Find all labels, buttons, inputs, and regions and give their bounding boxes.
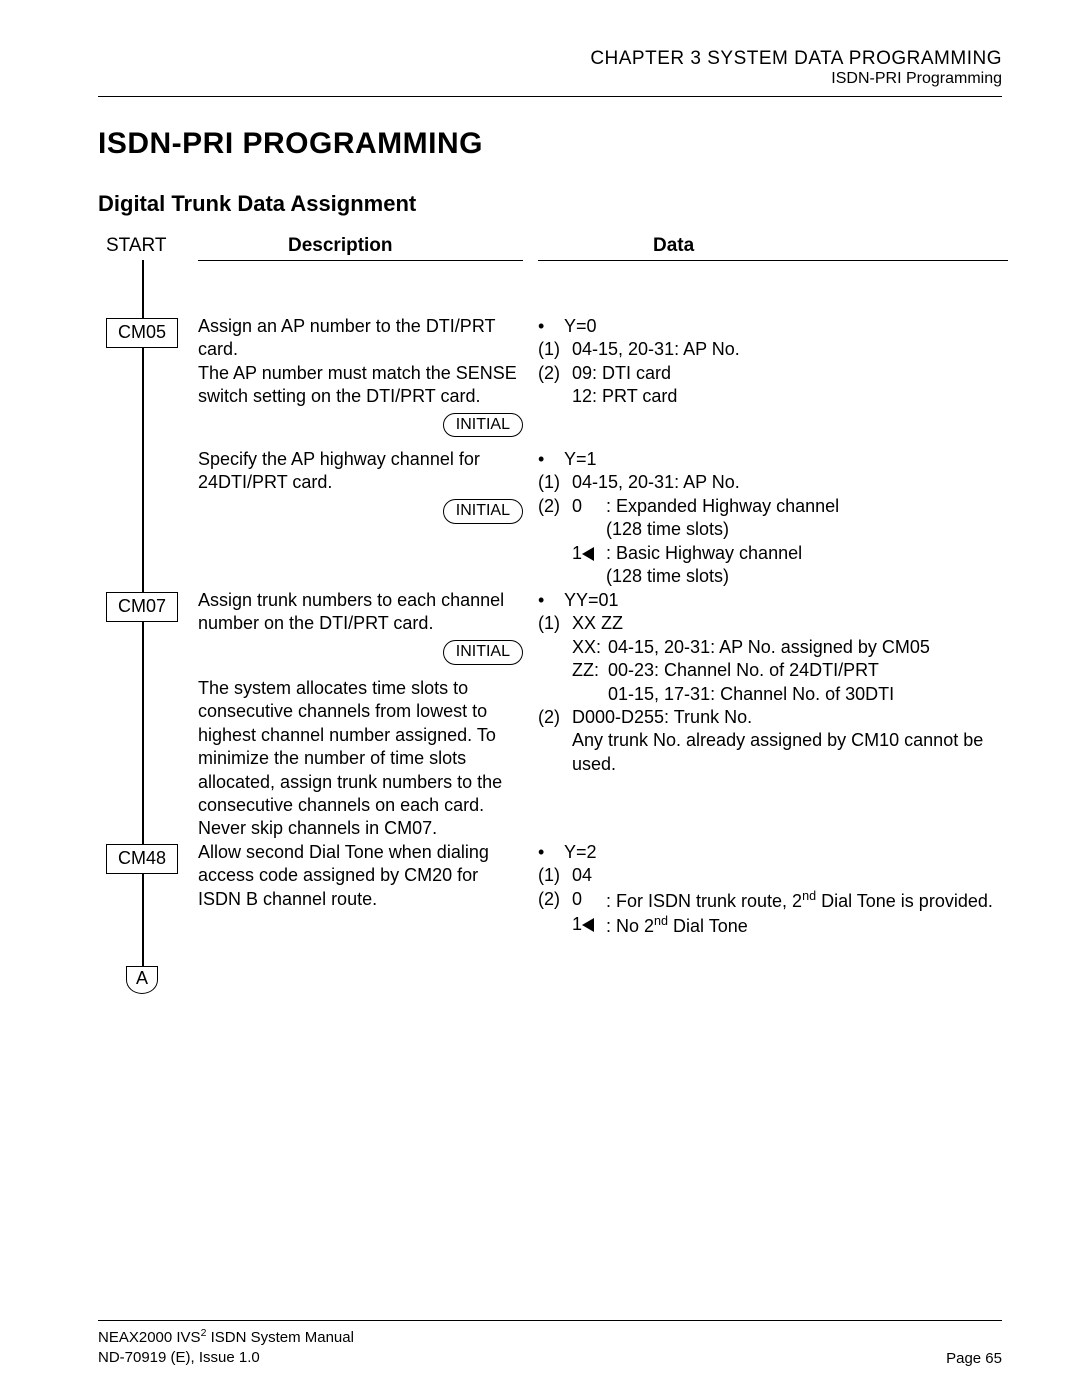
desc-cm05a: Assign an AP number to the DTI/PRT card.… [198,315,523,437]
initial-badge: INITIAL [443,640,523,665]
data-text: Y=0 [564,315,597,338]
flow-box-cm48: CM48 [106,844,178,874]
page-footer: NEAX2000 IVS2 ISDN System Manual ND-7091… [98,1320,1002,1367]
data-cm07: •YY=01 (1) XX ZZ XX:04-15, 20-31: AP No.… [538,589,1008,776]
data-text: (128 time slots) [606,518,1008,541]
list-number: (1) [538,864,572,887]
triangle-left-icon [582,547,594,561]
desc-text: Assign an AP number to the DTI/PRT card. [198,316,495,359]
data-text: YY=01 [564,589,619,612]
data-value: 0 [572,495,606,518]
bullet-icon: • [538,589,564,612]
section-title: Digital Trunk Data Assignment [98,191,1002,217]
header-rule [98,96,1002,97]
column-headers: START Description Data [98,235,1002,265]
flow-box-cm07: CM07 [106,592,178,622]
data-text: 01-15, 17-31: Channel No. of 30DTI [608,683,894,706]
desc-cm07a: Assign trunk numbers to each channel num… [198,589,523,665]
list-number: (2) [538,888,572,939]
data-header: Data [653,235,694,257]
data-text: : No 2nd Dial Tone [606,913,1008,938]
default-marker: 1 [572,542,606,565]
desc-cm07b: The system allocates time slots to conse… [198,677,523,841]
data-text: 09: DTI card [572,362,1008,385]
initial-badge: INITIAL [443,499,523,524]
footer-left: NEAX2000 IVS2 ISDN System Manual ND-7091… [98,1327,354,1367]
list-number: (2) [538,362,572,385]
data-label: ZZ: [572,659,608,682]
initial-badge: INITIAL [443,413,523,438]
data-text: : Expanded Highway channel [606,495,1008,518]
desc-cm48: Allow second Dial Tone when dialing acce… [198,841,523,911]
bullet-icon: • [538,448,564,471]
desc-text: The system allocates time slots to conse… [198,678,502,838]
data-cm05b: •Y=1 (1)04-15, 20-31: AP No. (2) 0: Expa… [538,448,1008,588]
desc-text: Assign trunk numbers to each channel num… [198,590,504,633]
list-number: (1) [538,612,572,706]
desc-text: Allow second Dial Tone when dialing acce… [198,842,489,909]
triangle-left-icon [582,918,594,932]
page-number: Page 65 [946,1350,1002,1367]
list-number: (2) [538,706,572,776]
data-header-rule [538,260,1008,261]
list-number: (1) [538,471,572,494]
chapter-label: CHAPTER 3 SYSTEM DATA PROGRAMMING [98,48,1002,70]
flow-diagram: START Description Data CM05 CM07 CM48 A … [98,235,1002,995]
desc-text: Specify the AP highway channel for 24DTI… [198,449,480,492]
flow-connector-a: A [126,966,158,994]
subheader-label: ISDN-PRI Programming [98,70,1002,88]
data-cm05a: •Y=0 (1)04-15, 20-31: AP No. (2)09: DTI … [538,315,1008,409]
data-text: D000-D255: Trunk No. [572,706,1008,729]
flow-line [142,347,144,592]
description-header: Description [288,235,393,257]
footer-rule [98,1320,1002,1321]
desc-header-rule [198,260,523,261]
data-text: : For ISDN trunk route, 2nd Dial Tone is… [606,888,1008,913]
data-cm48: •Y=2 (1)04 (2) 0: For ISDN trunk route, … [538,841,1008,939]
data-text: 04-15, 20-31: AP No. [572,338,1008,361]
list-number: (2) [538,495,572,589]
flow-line [142,873,144,966]
data-text: Y=1 [564,448,597,471]
flow-line [142,621,144,844]
data-text: XX ZZ [572,612,1008,635]
data-text: 04-15, 20-31: AP No. assigned by CM05 [608,636,930,659]
page-header: CHAPTER 3 SYSTEM DATA PROGRAMMING ISDN-P… [98,48,1002,88]
flow-box-cm05: CM05 [106,318,178,348]
desc-cm05b: Specify the AP highway channel for 24DTI… [198,448,523,524]
data-text: : Basic Highway channel [606,542,1008,565]
data-text: 12: PRT card [572,385,1008,408]
default-marker: 1 [572,913,606,938]
data-label: XX: [572,636,608,659]
list-number: (1) [538,338,572,361]
data-text: 04-15, 20-31: AP No. [572,471,1008,494]
bullet-icon: • [538,841,564,864]
data-value: 0 [572,888,606,913]
data-text: Y=2 [564,841,597,864]
flow-line [142,260,144,318]
page-title: ISDN-PRI PROGRAMMING [98,127,1002,161]
data-text: 04 [572,864,1008,887]
data-text: Any trunk No. already assigned by CM10 c… [572,729,1008,776]
data-text: (128 time slots) [606,565,1008,588]
desc-text: The AP number must match the SENSE switc… [198,363,517,406]
bullet-icon: • [538,315,564,338]
start-label: START [106,235,167,257]
data-text: 00-23: Channel No. of 24DTI/PRT [608,659,879,682]
